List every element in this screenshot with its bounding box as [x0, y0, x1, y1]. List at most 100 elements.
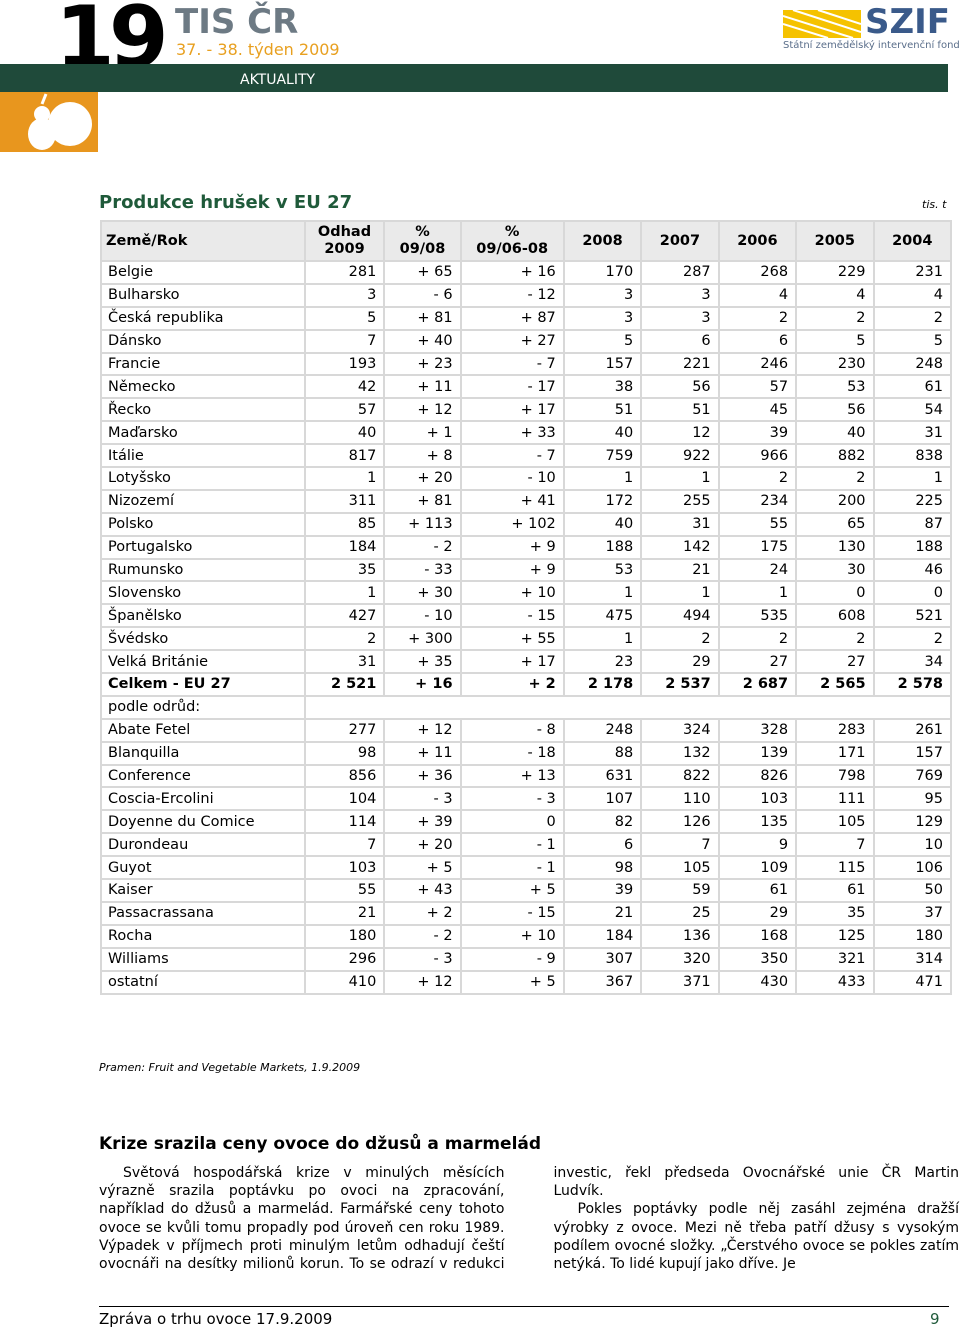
table-cell: 1: [640, 580, 720, 606]
table-cell: 39: [562, 878, 643, 903]
table-cell: 168: [717, 923, 798, 949]
table-cell: + 12: [383, 397, 462, 423]
table-cell: - 7: [459, 351, 565, 377]
table-cell: 95: [872, 786, 953, 812]
table-cell: 188: [872, 534, 953, 560]
table-cell: + 41: [459, 488, 565, 514]
table-cell: + 35: [383, 649, 462, 675]
table-cell: Řecko: [100, 397, 306, 423]
table-cell: 82: [562, 809, 643, 835]
table-cell: 171: [795, 740, 875, 766]
table-row: Řecko 57 + 12 + 17 51 51 45 56 54: [100, 397, 953, 423]
table-cell: 6: [640, 328, 720, 354]
table-cell: 172: [562, 488, 643, 514]
table-cell: 35: [303, 557, 386, 583]
logo-stripes: [783, 9, 861, 38]
table-cell: 45: [717, 397, 798, 423]
source: Pramen: Fruit and Vegetable Markets, 1.9…: [99, 1061, 361, 1074]
table-cell: 5: [303, 305, 386, 331]
table-row: Švédsko 2 + 300 + 55 1 2 2 2 2: [100, 626, 953, 652]
table-cell: 136: [640, 923, 720, 949]
column-header-line: 2004: [892, 232, 933, 249]
table-cell: Lotyšsko: [100, 466, 306, 491]
table-cell: Conference: [100, 763, 306, 789]
table-row: ostatní 410 + 12 + 5 367 371 430 433 471: [100, 969, 953, 995]
table-cell: 37: [872, 900, 953, 926]
table-row: Doyenne du Comice 114 + 39 0 82 126 135 105 129: [100, 809, 953, 835]
table-cell: 24: [717, 557, 798, 583]
column-header-line: Odhad: [317, 224, 372, 240]
table-cell: 42: [303, 374, 386, 400]
table-cell: + 33: [459, 420, 565, 446]
table-cell: - 18: [459, 740, 565, 766]
table-cell: Guyot: [100, 855, 306, 881]
table-cell: - 6: [383, 282, 462, 308]
table-cell: Portugalsko: [100, 534, 306, 560]
table-cell: + 16: [383, 672, 462, 697]
table-row: Bulharsko 3- 6- 12 3 3 4 4 4: [100, 282, 953, 308]
table-cell: 184: [562, 923, 643, 949]
table-cell: 85: [303, 511, 386, 537]
table-cell: + 102: [459, 511, 565, 537]
table-cell: Švédsko: [100, 626, 306, 652]
table-cell: 283: [795, 717, 875, 743]
page-number: 9: [930, 1310, 940, 1328]
table-cell: + 20: [383, 832, 462, 858]
table-cell: Celkem - EU 27: [100, 672, 306, 697]
table-cell: Dánsko: [100, 328, 306, 354]
table-cell: 2 521: [303, 672, 386, 697]
table-cell: Slovensko: [100, 580, 306, 606]
table-cell: + 8: [383, 443, 462, 469]
table-cell: - 3: [383, 786, 462, 812]
column-header: 2008: [562, 220, 643, 262]
column-header-line: 2006: [737, 232, 778, 249]
table-cell: 0: [459, 809, 565, 835]
table-cell: 180: [303, 923, 386, 949]
table-cell: 34: [872, 649, 953, 675]
table-cell: 3: [303, 282, 386, 308]
table-cell: Passacrassana: [100, 900, 306, 926]
table-cell: 105: [640, 855, 720, 881]
table-cell: 53: [795, 374, 875, 400]
table-cell: + 5: [383, 855, 462, 881]
table-cell: 55: [717, 511, 798, 537]
table-cell: 882: [795, 443, 875, 469]
table-cell: 31: [872, 420, 953, 446]
table-cell: 111: [795, 786, 875, 812]
table-cell: + 81: [383, 488, 462, 514]
table-cell: - 2: [383, 923, 462, 949]
column-header: % 09/06-08: [459, 220, 565, 262]
table-cell: + 5: [459, 878, 565, 903]
table-cell: 608: [795, 603, 875, 629]
table-cell: 922: [640, 443, 720, 469]
table-cell: 307: [562, 946, 643, 972]
section-label: AKTUALITY: [240, 72, 316, 88]
table-cell: 57: [717, 374, 798, 400]
article-paragraph: Pokles poptávky podle něj zasáhl zejména…: [553, 1201, 960, 1273]
table-cell: 157: [562, 351, 643, 377]
table-cell: 1: [562, 466, 643, 491]
table-row: Lotyšsko 1 + 20- 10 1 1 2 2 1: [100, 466, 953, 491]
table-cell: 2: [795, 305, 875, 331]
table-cell: 126: [640, 809, 720, 835]
column-header-line: 2007: [659, 232, 701, 249]
table-row: Passacrassana 21 + 2- 15 21 25 29 35 37: [100, 900, 953, 926]
table-cell: + 12: [383, 717, 462, 743]
table-cell: 521: [872, 603, 953, 629]
table-cell: 367: [562, 969, 643, 995]
table-cell: + 23: [383, 351, 462, 377]
table-cell: 50: [872, 878, 953, 903]
column-header: 2006: [717, 220, 798, 262]
table-row: podle odrůd:: [100, 694, 953, 720]
table-cell: + 55: [459, 626, 565, 652]
table-cell: 2 178: [562, 672, 643, 697]
table-cell: 35: [795, 900, 875, 926]
table-cell: - 17: [459, 374, 565, 400]
column-header: Země/Rok: [100, 220, 306, 262]
table-cell: 56: [640, 374, 720, 400]
table-cell: Maďarsko: [100, 420, 306, 446]
table-cell: 170: [562, 260, 643, 285]
table-row: Durondeau 7 + 20- 1 6 7 9 7 10: [100, 832, 953, 858]
table-cell: 200: [795, 488, 875, 514]
table-cell: Belgie: [100, 260, 306, 285]
